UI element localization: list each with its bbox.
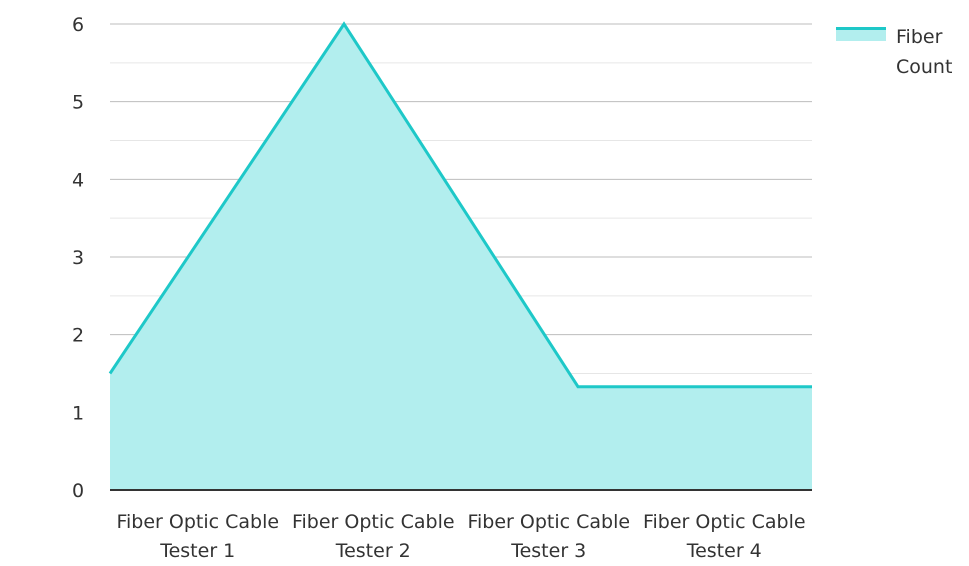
y-tick-label: 4: [72, 169, 84, 191]
y-tick-label: 0: [72, 480, 84, 502]
y-tick-label: 6: [72, 14, 84, 36]
y-tick-label: 2: [72, 325, 84, 347]
y-tick-label: 1: [72, 402, 84, 424]
legend-swatch-line: [836, 27, 886, 30]
legend-label: Fiber Count: [896, 22, 969, 82]
y-tick-label: 5: [72, 92, 84, 114]
legend: Fiber Count: [836, 22, 969, 82]
legend-swatch: [836, 27, 886, 41]
y-tick-label: 3: [72, 247, 84, 269]
legend-swatch-fill: [836, 30, 886, 41]
y-axis-ticks: 0 1 2 3 4 5 6: [72, 14, 84, 502]
